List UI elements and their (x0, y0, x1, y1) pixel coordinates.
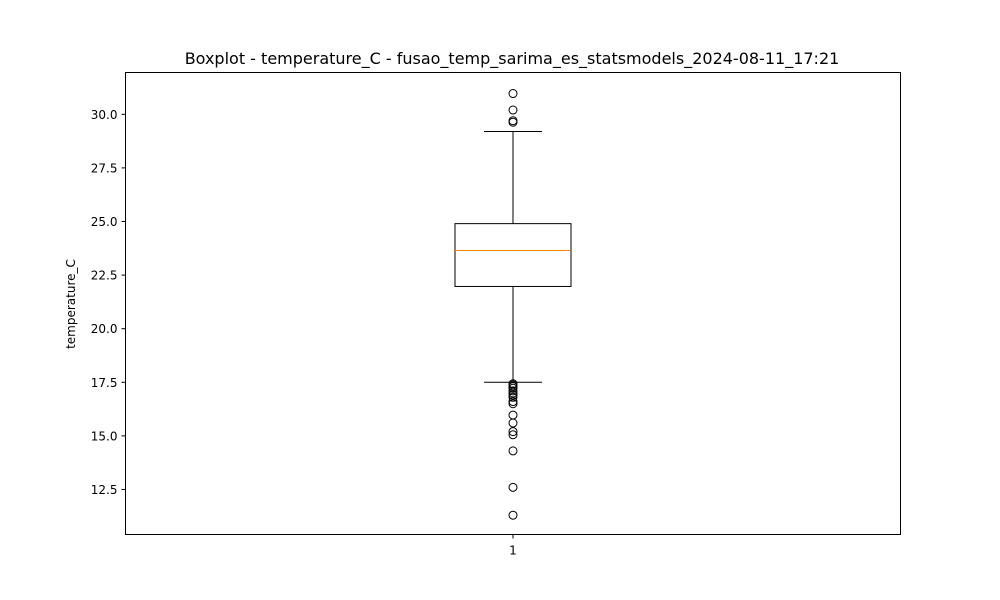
y-axis-label: temperature_C (64, 259, 78, 349)
outlier-point (508, 117, 518, 127)
outliers (508, 89, 518, 520)
outlier-point (508, 446, 518, 456)
y-tick-label: 30.0 (91, 108, 118, 122)
outlier-point (508, 397, 518, 407)
y-tick-label: 12.5 (91, 483, 118, 497)
outlier-point (508, 392, 518, 402)
outlier-point (508, 89, 518, 99)
x-tick-label: 1 (509, 544, 517, 558)
outlier-point (508, 388, 518, 398)
outlier-point (508, 399, 518, 409)
y-tick-label: 15.0 (91, 429, 118, 443)
y-tick-label: 17.5 (91, 376, 118, 390)
outlier-point (508, 390, 518, 400)
outlier-point (508, 427, 518, 437)
outlier-point (508, 482, 518, 492)
outlier-point (508, 510, 518, 520)
y-tick-label: 27.5 (91, 161, 118, 175)
iqr-box (454, 223, 572, 287)
outlier-point (508, 386, 518, 396)
y-tick-label: 20.0 (91, 322, 118, 336)
y-axis-ticks: 12.5 15.0 17.5 20.0 22.5 25.0 27.5 30.0 (91, 108, 126, 497)
chart-title: Boxplot - temperature_C - fusao_temp_sar… (185, 49, 840, 69)
y-tick-label: 25.0 (91, 215, 118, 229)
outlier-point (508, 430, 518, 440)
plot-frame (125, 72, 901, 535)
outlier-point (508, 418, 518, 428)
outlier-point (508, 105, 518, 115)
outlier-point (508, 383, 518, 393)
x-axis-ticks: 1 (509, 534, 517, 558)
y-tick-label: 22.5 (91, 269, 118, 283)
